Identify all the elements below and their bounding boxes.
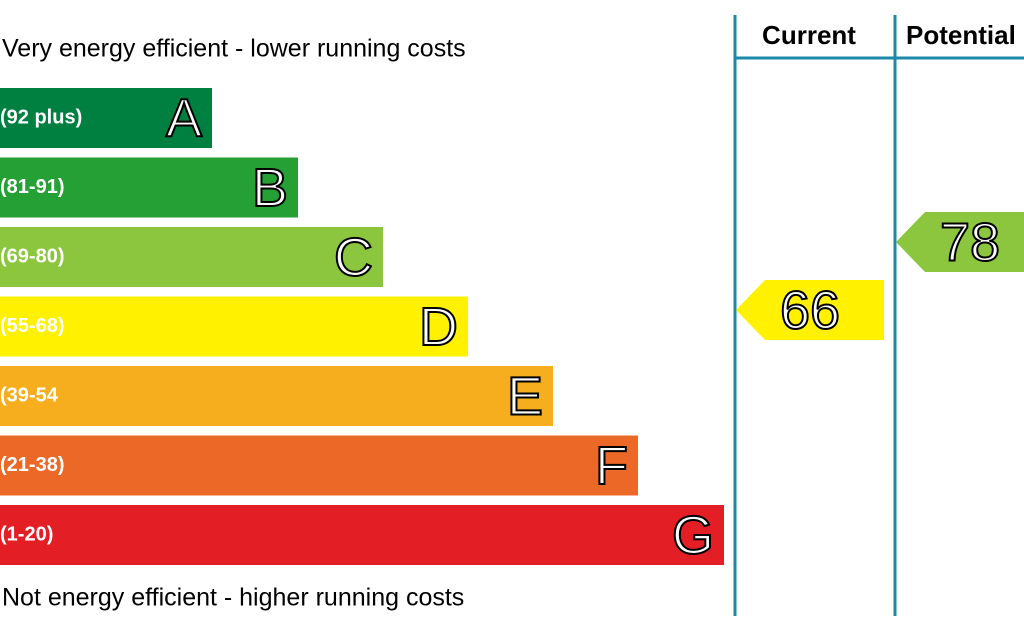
current-arrow <box>736 280 884 340</box>
band-bar <box>0 296 468 357</box>
band-letter: A <box>166 88 202 148</box>
band-bar <box>0 366 553 426</box>
band-letter: G <box>672 505 714 565</box>
band-range: (69-80) <box>0 245 64 267</box>
current-rating: 66 <box>780 280 840 340</box>
bottom-caption: Not energy efficient - higher running co… <box>2 584 464 612</box>
potential-title: Potential <box>906 20 1016 50</box>
band-range: (21-38) <box>0 454 64 476</box>
band-range: (81-91) <box>0 176 64 198</box>
band-letter: E <box>507 366 543 426</box>
band-bar <box>0 435 638 496</box>
top-caption: Very energy efficient - lower running co… <box>2 35 466 63</box>
band-letter: B <box>252 158 288 218</box>
band-letter: D <box>419 297 458 357</box>
potential-arrow <box>896 212 1024 272</box>
potential-rating: 78 <box>940 212 1000 272</box>
band-range: (55-68) <box>0 315 64 337</box>
band-range: (92 plus) <box>0 106 82 128</box>
band-range: (39-54 <box>0 384 59 406</box>
band-bar <box>0 505 724 565</box>
band-bar <box>0 227 383 287</box>
band-range: (1-20) <box>0 523 53 545</box>
band-letter: C <box>334 227 373 287</box>
bands: (92 plus) A (81-91) B (69-80) C (55-68) D (39-54… <box>0 87 724 566</box>
band-bar <box>0 157 298 218</box>
band-letter: F <box>595 436 628 496</box>
current-title: Current <box>762 20 856 50</box>
band-bar <box>0 88 212 148</box>
